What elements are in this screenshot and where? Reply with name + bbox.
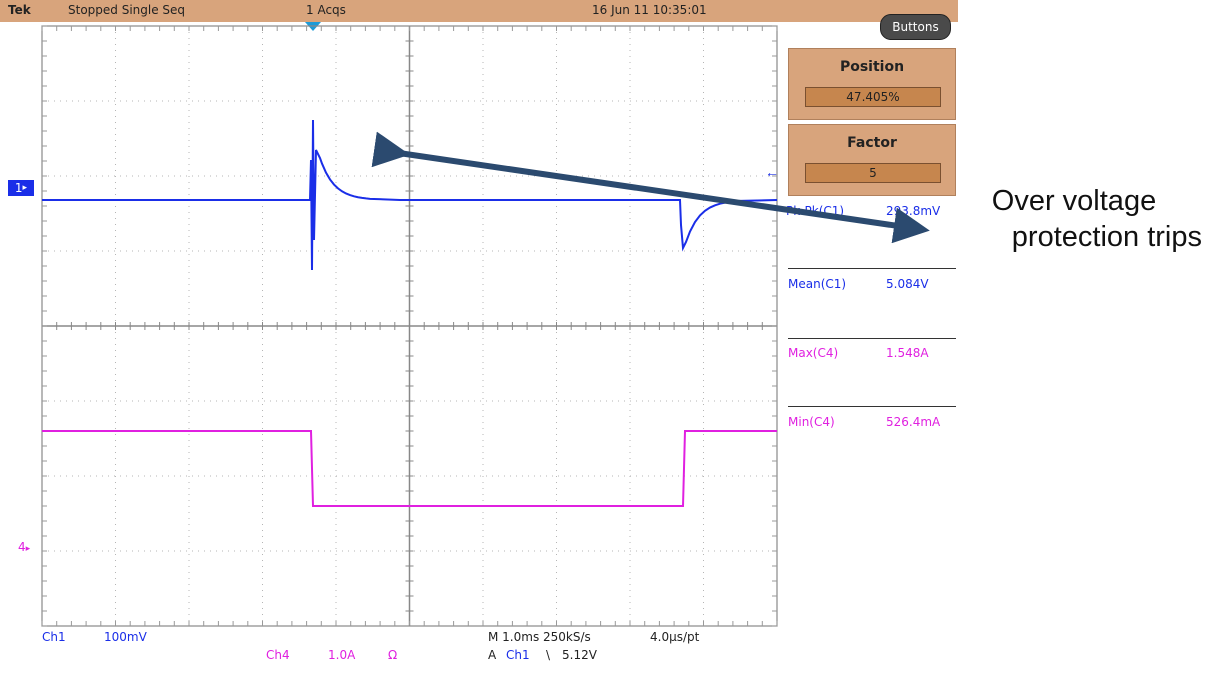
annotation-text: Over voltage protection trips <box>940 183 1202 255</box>
trigger-slope-icon: \ <box>546 648 551 662</box>
ch1-level-marker[interactable]: 1 ▸ <box>8 180 34 196</box>
ch1-label: Ch1 <box>42 630 66 644</box>
scope-display <box>41 25 778 627</box>
annotation-line-2: protection trips <box>1011 221 1202 253</box>
measurement-divider <box>788 406 956 407</box>
graticule <box>41 25 778 627</box>
measurement-value: 526.4mA <box>886 415 941 429</box>
measurement-label: Max(C4) <box>788 346 839 360</box>
brand-label: Tek <box>8 3 31 17</box>
ch4-label: Ch4 <box>266 648 290 662</box>
annotation-line-1: Over voltage <box>991 185 1157 217</box>
ch4-scale: 1.0A <box>328 648 356 662</box>
measurement-value: 1.548A <box>886 346 929 360</box>
position-panel[interactable]: Position 47.405% <box>788 48 956 120</box>
acquisition-count: 1 Acqs <box>306 3 346 17</box>
ch1-marker-label: 1 <box>14 181 23 195</box>
arrow-right-icon: ▸ <box>25 544 31 554</box>
ch4-level-marker[interactable]: 4▸ <box>18 540 30 554</box>
measurement-divider <box>788 268 956 269</box>
trigger-level: 5.12V <box>562 648 597 662</box>
acquisition-status: Stopped Single Seq <box>68 3 186 17</box>
ch4-waveform <box>42 430 777 507</box>
per-point-readout: 4.0µs/pt <box>650 630 700 644</box>
ch4-impedance: Ω <box>388 648 398 662</box>
position-title: Position <box>839 59 905 75</box>
trigger-source: Ch1 <box>506 648 530 662</box>
ch1-scale: 100mV <box>104 630 147 644</box>
date-time: 16 Jun 11 10:35:01 <box>592 3 707 17</box>
measurement-label: Mean(C1) <box>788 277 847 291</box>
arrow-right-icon: ▸ <box>22 183 28 193</box>
measurement-divider <box>788 338 956 339</box>
measurement-value: 5.084V <box>886 277 929 291</box>
trigger-prefix: A <box>488 648 497 662</box>
position-value[interactable]: 47.405% <box>805 87 941 107</box>
timebase-readout: M 1.0ms 250kS/s <box>488 630 591 644</box>
buttons-button[interactable]: Buttons <box>880 14 951 40</box>
measurement-label: Min(C4) <box>788 415 835 429</box>
status-bar: Tek Stopped Single Seq 1 Acqs 16 Jun 11 … <box>0 0 958 22</box>
ch4-marker-label: 4 <box>18 540 26 554</box>
